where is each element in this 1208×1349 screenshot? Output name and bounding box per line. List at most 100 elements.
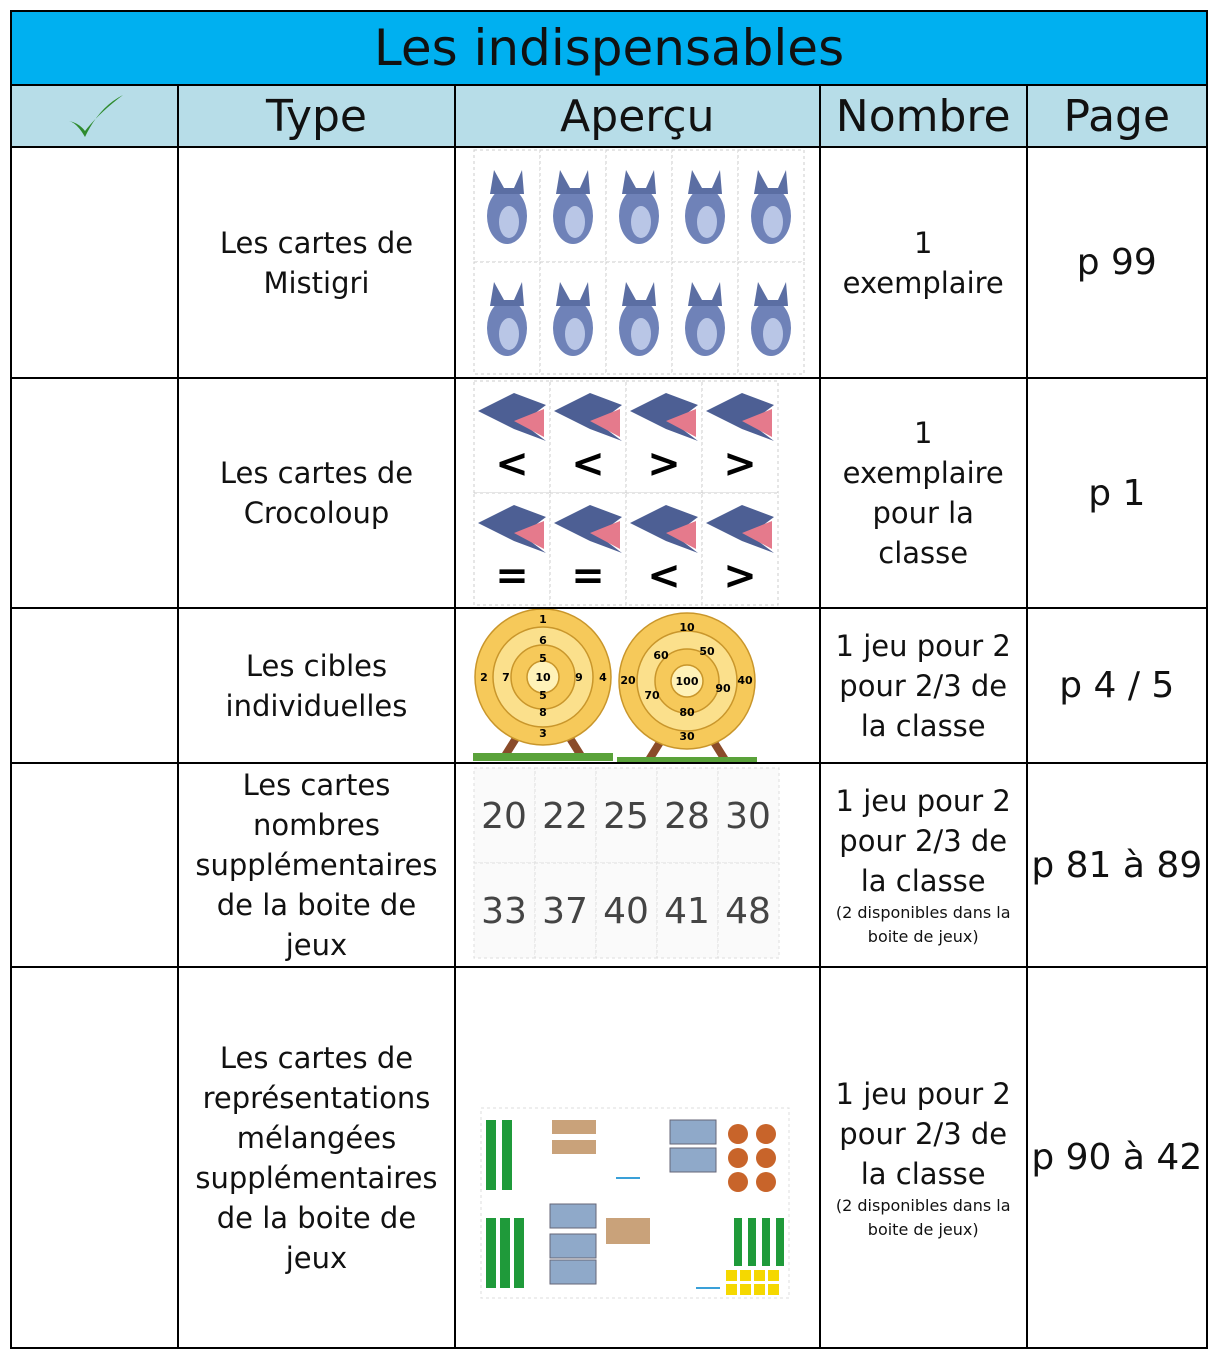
banknote: [549, 1233, 597, 1258]
unit-cube: [767, 1283, 779, 1295]
ten-rod: [501, 1119, 512, 1190]
cat-ears: [621, 282, 656, 306]
card: [717, 862, 780, 959]
table-row: Les cartes de Mistigri 1 exemplaire p 99: [9, 146, 1208, 379]
text-line: Les cartes: [242, 768, 391, 802]
target-number: 40: [737, 674, 753, 687]
text-line: pour 2/3 de: [839, 1116, 1008, 1151]
ten-rod: [513, 1217, 524, 1288]
unit-cube: [725, 1269, 737, 1281]
preview-cell: [453, 966, 821, 1349]
target-ring: [670, 664, 704, 698]
cat-belly: [630, 318, 651, 350]
text-line: 1: [913, 416, 933, 450]
cat-belly: [696, 318, 717, 350]
wolf-mouth: [513, 521, 544, 549]
symbol: =: [571, 553, 605, 599]
target-number: 3: [539, 727, 547, 740]
wolf-mouth: [513, 409, 544, 437]
preview-image: [480, 1107, 790, 1298]
target-ring: [526, 660, 560, 694]
cat-belly: [696, 206, 717, 238]
hand: [755, 1123, 776, 1144]
count-cell: 1 jeu pour 2 pour 2/3 de la classe (2 dispo…: [818, 966, 1028, 1349]
column-header: Aperçu: [453, 84, 821, 148]
ten-rod: [733, 1217, 742, 1266]
preview-image: 1 6 5 10 5 8 3 2 7 9 4 10 60 50 20 70 100 90 40 80 30: [472, 610, 757, 761]
hand: [727, 1147, 748, 1168]
text-line: 1 jeu pour 2: [835, 628, 1011, 663]
card-number: 33: [481, 891, 527, 932]
text-line: Les cartes de: [219, 1040, 414, 1075]
text-line: nombres: [252, 808, 380, 842]
type-cell: Les cartes de Mistigri: [177, 146, 456, 379]
grass: [472, 753, 613, 761]
symbol: >: [723, 441, 757, 487]
text-line: classe: [878, 536, 969, 570]
text-line: la classe: [860, 708, 986, 743]
card-number: 37: [542, 891, 588, 932]
cat-belly: [762, 318, 783, 350]
target-number: 50: [699, 645, 715, 658]
header-row: Type Aperçu Nombre Page: [9, 84, 1208, 148]
preview-image: 20 22 25 28 30 33 37 40 41 48: [473, 767, 780, 959]
cat-ears: [489, 170, 524, 194]
cat-belly: [498, 318, 519, 350]
unit-cube: [739, 1269, 751, 1281]
target-number: 5: [539, 652, 547, 665]
cat-ears: [489, 282, 524, 306]
text-line: Les cartes de: [219, 456, 414, 490]
text-line: Crocoloup: [243, 496, 390, 530]
egg-box: [605, 1229, 650, 1244]
type-cell: Les cartes nombres supplémentaires de la bo…: [177, 762, 456, 968]
check-header: [9, 84, 180, 148]
card-number: 20: [481, 796, 527, 837]
page-cell: p 1: [1025, 377, 1208, 609]
text-line: exemplaire: [842, 456, 1004, 490]
ten-rod: [499, 1217, 510, 1288]
check-cell: [9, 377, 180, 609]
target-number: 90: [715, 682, 731, 695]
check-cell: [9, 966, 180, 1349]
count-note: (2 disponibles dans la boite de jeux): [835, 1195, 1011, 1239]
target-number: 5: [539, 689, 547, 702]
card-number: 48: [725, 891, 771, 932]
egg-box: [605, 1217, 650, 1232]
preview-cell: 1 6 5 10 5 8 3 2 7 9 4 10 60 50 20 70 100 90 40 80 30: [453, 607, 821, 764]
text-line: jeux: [285, 928, 348, 962]
text-line: supplémentaires: [195, 1160, 438, 1195]
preview-cell: < < > > = = < >: [453, 377, 821, 609]
text-line: Les cibles: [245, 648, 388, 683]
card-number: 30: [725, 796, 771, 837]
egg-box: [551, 1119, 596, 1134]
page-cell: p 90 à 42: [1025, 966, 1208, 1349]
egg-box: [551, 1139, 596, 1154]
banknote: [669, 1147, 717, 1172]
card: [595, 862, 658, 959]
text-line: 1: [913, 225, 933, 260]
page-cell: p 99: [1025, 146, 1208, 379]
target-number: 20: [620, 674, 636, 687]
table: Les indispensables Type Aperçu Nombre Pa…: [9, 10, 1208, 1349]
text-line: individuelles: [225, 688, 408, 723]
banknote: [669, 1119, 717, 1144]
card-number: 40: [603, 891, 649, 932]
card: [595, 767, 658, 864]
unit-cube: [767, 1269, 779, 1281]
type-cell: Les cartes de représentations mélangées sup…: [177, 966, 456, 1349]
card-number: 28: [664, 796, 710, 837]
symbol: <: [571, 441, 605, 487]
unit-cube: [753, 1269, 765, 1281]
text-line: 1 jeu pour 2: [835, 1076, 1011, 1111]
page-cell: p 4 / 5: [1025, 607, 1208, 764]
target-number: 6: [539, 634, 547, 647]
cat-ears: [687, 282, 722, 306]
symbol: <: [647, 553, 681, 599]
card: [534, 767, 597, 864]
cat-ears: [555, 170, 590, 194]
unit-cube: [739, 1283, 751, 1295]
card: [473, 862, 536, 959]
grass: [616, 757, 757, 761]
text-line: la classe: [860, 864, 986, 898]
